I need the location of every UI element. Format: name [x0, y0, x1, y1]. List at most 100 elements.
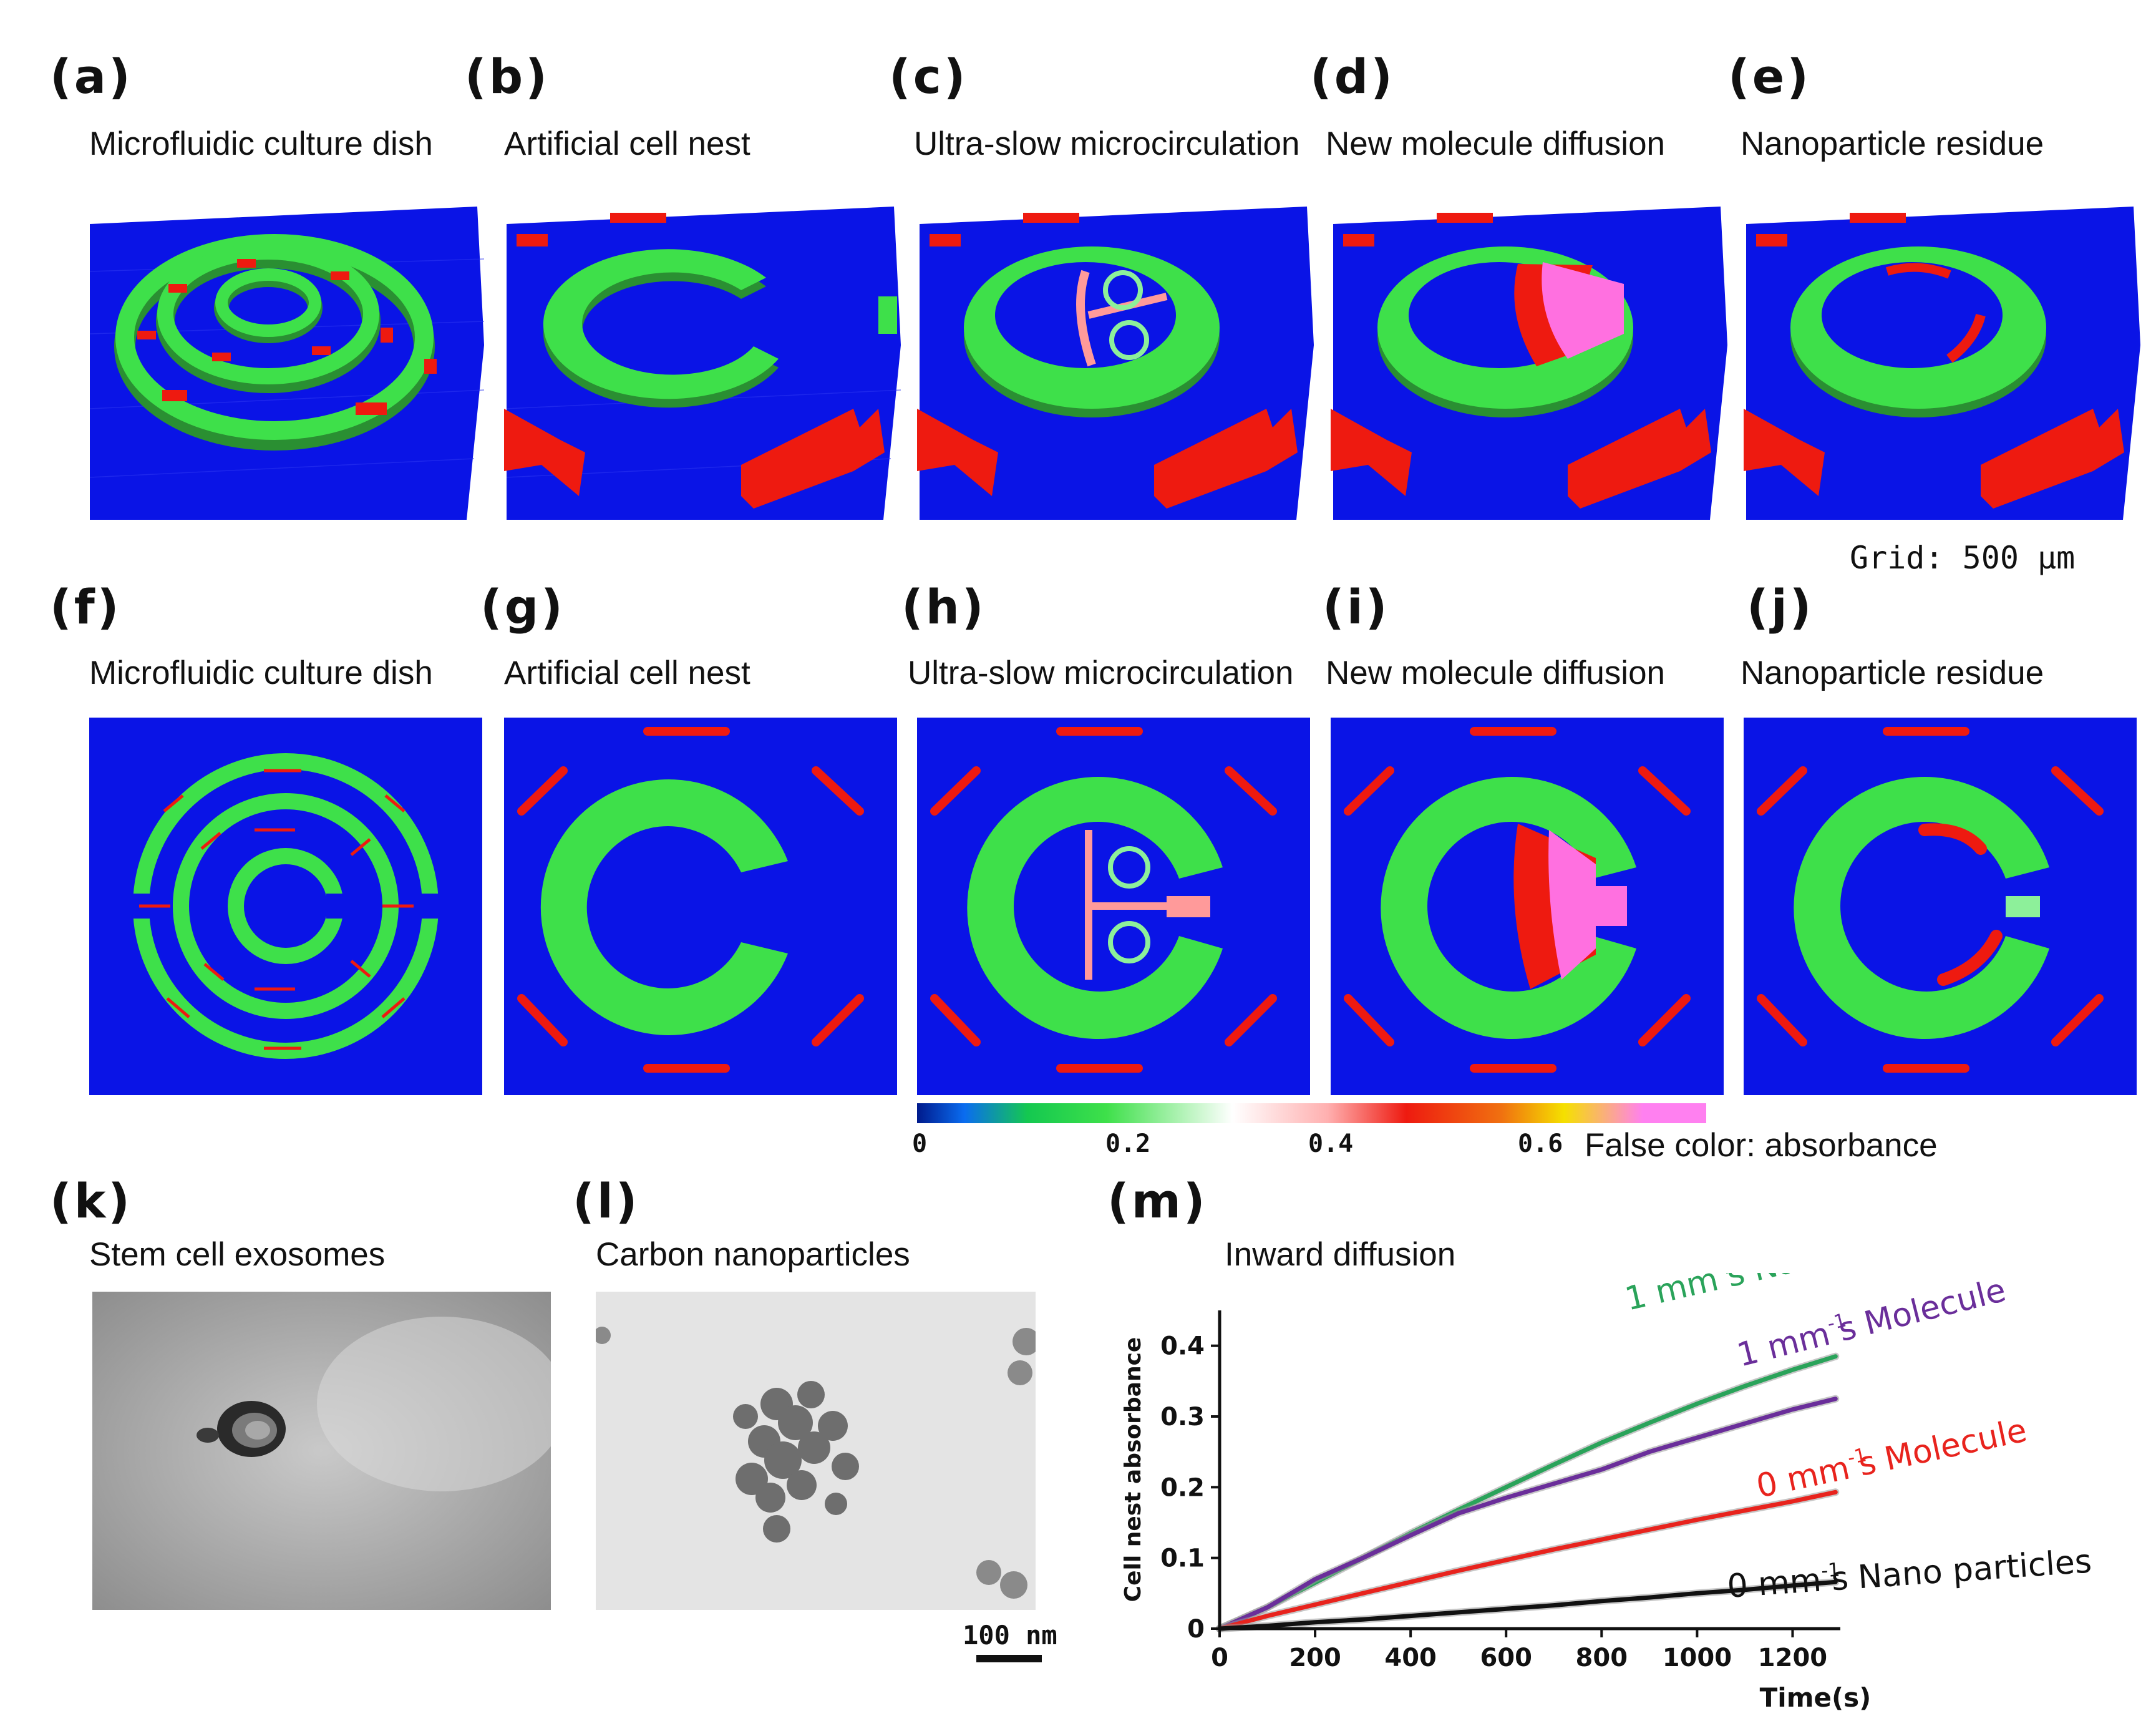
- panel-label-b: (b): [465, 49, 550, 104]
- panel-i-topview-diffusion: [1331, 718, 1724, 1095]
- x-tick-label-1200: 1200: [1758, 1644, 1827, 1672]
- colorbar-tick-2: 0.4: [1308, 1129, 1354, 1158]
- panel-title-m: Inward diffusion: [1225, 1236, 1456, 1273]
- series-2-point-1: [1265, 1614, 1270, 1618]
- panel-label-i: (i): [1323, 579, 1390, 635]
- series-label-sup-2: -1: [1845, 1444, 1868, 1469]
- series-0-point-6: [1504, 1485, 1508, 1489]
- micrograph-carbon-nanoparticles: [596, 1292, 1036, 1610]
- x-tick-label-600: 600: [1480, 1644, 1532, 1672]
- series-2-point-8: [1600, 1538, 1604, 1542]
- series-1-point-13: [1833, 1397, 1838, 1401]
- series-label-sup-3: -1: [1820, 1559, 1840, 1582]
- series-2-point-11: [1742, 1508, 1747, 1513]
- panel-h-topview-microcirculation: [917, 718, 1310, 1095]
- panel-title-e: Nanoparticle residue: [1741, 125, 2044, 162]
- series-3-point-3: [1361, 1617, 1365, 1622]
- colorbar-tick-3: 0.6: [1518, 1129, 1563, 1158]
- series-2-point-7: [1551, 1548, 1556, 1552]
- series-1-point-10: [1695, 1436, 1699, 1440]
- panel-title-c: Ultra-slow microcirculation: [914, 125, 1300, 162]
- series-3-point-12: [1790, 1583, 1795, 1587]
- x-axis-label: Time(s): [1760, 1682, 1872, 1713]
- panel-label-c: (c): [889, 49, 968, 104]
- series-3-point-2: [1313, 1620, 1318, 1624]
- series-2-point-10: [1695, 1518, 1699, 1522]
- series-3-point-7: [1551, 1603, 1556, 1607]
- panel-f-topview-dish: [89, 718, 482, 1095]
- series-label-1: 1 mm s-1 Molecule: [1734, 1273, 2010, 1375]
- x-tick-label-400: 400: [1384, 1644, 1437, 1672]
- series-line-1: [1217, 1397, 1838, 1631]
- series-3-point-4: [1409, 1614, 1413, 1618]
- panel-title-l: Carbon nanoparticles: [596, 1236, 910, 1273]
- y-axis-label: Cell nest absorbance: [1120, 1337, 1146, 1602]
- series-1-point-4: [1409, 1533, 1413, 1538]
- series-label-main-0: 1 mm s: [1621, 1273, 1748, 1319]
- panel-label-d: (d): [1310, 49, 1395, 104]
- panel-label-h: (h): [901, 579, 986, 635]
- panel-j-topview-residue: [1744, 718, 2137, 1095]
- series-3-point-8: [1600, 1599, 1604, 1603]
- colorbar-tick-1: 0.2: [1105, 1129, 1151, 1158]
- series-3-point-11: [1742, 1587, 1747, 1592]
- panel-label-m: (m): [1107, 1173, 1208, 1229]
- series-3-point-5: [1456, 1610, 1460, 1614]
- series-0-point-8: [1600, 1440, 1604, 1445]
- series-0-point-7: [1551, 1463, 1556, 1467]
- panel-a-3d-dish: [89, 207, 485, 520]
- series-1-point-5: [1456, 1511, 1460, 1516]
- series-3-point-10: [1695, 1591, 1699, 1596]
- panel-title-f: Microfluidic culture dish: [89, 655, 433, 691]
- panel-title-i: New molecule diffusion: [1326, 655, 1666, 691]
- series-2-point-13: [1833, 1490, 1838, 1494]
- panel-e-3d-residue: [1744, 207, 2140, 520]
- colorbar-label: False color: absorbance: [1585, 1127, 1938, 1164]
- series-2-point-4: [1409, 1580, 1413, 1584]
- panel-label-e: (e): [1728, 49, 1812, 104]
- panel-title-a: Microfluidic culture dish: [89, 125, 433, 162]
- series-0-point-9: [1647, 1421, 1651, 1425]
- series-2-point-6: [1504, 1558, 1508, 1562]
- panel-label-j: (j): [1747, 579, 1814, 635]
- series-1-point-3: [1361, 1556, 1365, 1560]
- panel-title-d: New molecule diffusion: [1326, 125, 1666, 162]
- series-label-tail-3: Nano particles: [1857, 1543, 2093, 1596]
- series-line-2: [1217, 1489, 1838, 1631]
- grid-scale-note: Grid: 500 μm: [1850, 540, 2076, 576]
- scale-bar: [976, 1655, 1042, 1662]
- x-tick-label-200: 200: [1289, 1644, 1341, 1672]
- series-1-point-1: [1265, 1606, 1270, 1609]
- panel-g-topview-nest: [504, 718, 897, 1095]
- panel-label-g: (g): [480, 579, 565, 635]
- x-tick-label-1000: 1000: [1663, 1644, 1732, 1672]
- series-0-point-10: [1695, 1402, 1699, 1406]
- colorbar-tick-0: 0: [912, 1129, 928, 1158]
- panel-title-j: Nanoparticle residue: [1741, 655, 2044, 691]
- panel-b-3d-nest: [504, 207, 901, 520]
- series-1-point-8: [1600, 1468, 1604, 1471]
- series-1-point-6: [1504, 1496, 1508, 1500]
- series-line-3: [1217, 1579, 1838, 1631]
- panel-d-3d-diffusion: [1331, 207, 1727, 520]
- colorbar-gradient: [917, 1103, 1706, 1123]
- series-3-point-13: [1833, 1580, 1838, 1584]
- y-tick-label-0: 0: [1187, 1615, 1205, 1644]
- panel-label-a: (a): [50, 49, 133, 104]
- series-3-point-1: [1265, 1624, 1270, 1628]
- series-3-point-9: [1647, 1596, 1651, 1600]
- series-0-point-13: [1833, 1354, 1838, 1358]
- scale-bar-label: 100 nm: [963, 1620, 1057, 1650]
- series-1-point-7: [1551, 1481, 1556, 1486]
- series-2-point-2: [1313, 1602, 1318, 1607]
- series-3-point-6: [1504, 1607, 1508, 1611]
- panel-title-h: Ultra-slow microcirculation: [908, 655, 1294, 691]
- x-tick-label-800: 800: [1576, 1644, 1628, 1672]
- series-2-point-9: [1647, 1528, 1651, 1532]
- panel-title-g: Artificial cell nest: [504, 655, 750, 691]
- series-label-3: 0 mm s-1 Nano particles: [1726, 1543, 2093, 1606]
- series-2-point-5: [1456, 1569, 1460, 1573]
- series-label-tail-2: Molecule: [1882, 1411, 2031, 1478]
- series-1-point-9: [1647, 1450, 1651, 1454]
